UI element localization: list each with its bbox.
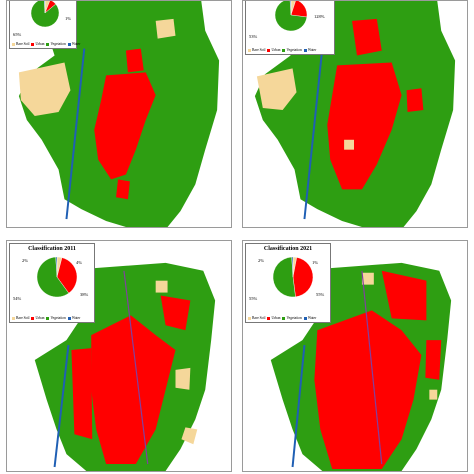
classification-map-1 <box>18 1 220 227</box>
map-panel-4: Classification 2021 2% 55% 1% 55% Bare S… <box>242 240 468 472</box>
legend-item-urban: Urban <box>31 316 44 320</box>
classification-map-3 <box>34 262 216 471</box>
inset-title-4: Classification 2021 <box>263 246 313 252</box>
legend-item-urban: Urban <box>267 316 280 320</box>
legend-item-vegetation: Vegetation <box>282 48 302 52</box>
bare-soil-west <box>256 68 297 111</box>
urban-east <box>406 88 424 113</box>
pie-label-3c: 38% <box>80 292 89 297</box>
bare-soil-east <box>429 389 438 400</box>
urban-core <box>314 310 422 469</box>
bare-soil-patch <box>155 18 176 39</box>
map-panel-2: 53% 128% 1% Bare Soil Urban Vegetation W… <box>242 0 468 228</box>
pie-label-2a: 53% <box>249 34 258 39</box>
pie-slice-vegetation <box>30 1 60 28</box>
pie-label-4c: 1% <box>312 260 318 265</box>
pie-inset-2: 53% 128% 1% Bare Soil Urban Vegetation W… <box>245 0 335 55</box>
pie-legend-3: Bare Soil Urban Vegetation Water <box>12 316 92 320</box>
urban-north <box>352 18 382 56</box>
pie-inset-4: Classification 2021 2% 55% 1% 55% Bare S… <box>245 243 331 323</box>
legend-item-water: Water <box>67 42 80 46</box>
legend-item-urban: Urban <box>31 42 44 46</box>
pie-label-4d: 55% <box>316 292 325 297</box>
legend-item-bare-soil: Bare Soil <box>12 42 29 46</box>
bare-soil-north <box>155 280 168 293</box>
pie-chart-4 <box>272 256 314 298</box>
river-line <box>65 48 86 220</box>
pie-slice-vegetation <box>274 1 308 32</box>
pie-slice-water <box>291 256 294 278</box>
legend-item-water: Water <box>303 316 316 320</box>
urban-east <box>425 340 442 380</box>
urban-north <box>381 270 427 321</box>
legend-item-urban: Urban <box>267 48 280 52</box>
bare-soil-patch <box>344 139 355 150</box>
bare-soil-west <box>18 62 71 116</box>
pie-slice-water <box>44 1 46 14</box>
pie-inset-3: Classification 2011 2% 54% 38% 4% Bare S… <box>9 243 95 323</box>
pie-slice-vegetation <box>272 256 296 298</box>
river-line <box>291 345 306 468</box>
urban-core <box>94 72 156 180</box>
bare-soil-south <box>181 427 198 445</box>
urban-core <box>91 315 176 465</box>
urban-west <box>71 348 93 440</box>
pie-inset-1: 65% 1% Bare Soil Urban Vegetation Water <box>9 1 80 49</box>
pie-chart-1 <box>30 1 60 28</box>
pie-legend-4: Bare Soil Urban Vegetation Water <box>248 316 328 320</box>
legend-item-water: Water <box>303 48 316 52</box>
map-panel-1: 65% 1% Bare Soil Urban Vegetation Water <box>6 0 232 228</box>
pie-slice-urban <box>292 257 314 298</box>
pie-legend-1: Bare Soil Urban Vegetation Water <box>12 42 80 46</box>
urban-north <box>160 295 191 331</box>
road-line <box>361 270 383 465</box>
legend-item-vegetation: Vegetation <box>46 316 66 320</box>
urban-core <box>327 62 402 190</box>
pie-chart-3 <box>36 256 78 298</box>
pie-label-2c: 1% <box>316 0 322 1</box>
classification-map-4 <box>270 262 452 471</box>
urban-sprawl <box>125 48 144 73</box>
pie-slice-vegetation <box>36 256 70 298</box>
classification-map-2 <box>254 1 456 227</box>
legend-item-vegetation: Vegetation <box>282 316 302 320</box>
bare-soil-north <box>361 272 374 285</box>
legend-item-bare-soil: Bare Soil <box>248 48 265 52</box>
legend-item-bare-soil: Bare Soil <box>12 316 29 320</box>
pie-slice-water <box>55 256 58 278</box>
pie-label-3d: 4% <box>76 260 82 265</box>
legend-item-water: Water <box>67 316 80 320</box>
pie-label-4b: 55% <box>249 296 258 301</box>
legend-item-bare-soil: Bare Soil <box>248 316 265 320</box>
pie-chart-2 <box>274 1 308 32</box>
pie-slice-water <box>289 1 292 16</box>
pie-label-3b: 54% <box>13 296 22 301</box>
inset-title-3: Classification 2011 <box>28 246 76 252</box>
pie-label-1a: 65% <box>13 32 22 37</box>
pie-label-1b: 1% <box>65 16 71 21</box>
pie-slice-urban <box>56 257 78 294</box>
river-line <box>303 48 324 220</box>
map-panel-3: Classification 2011 2% 54% 38% 4% Bare S… <box>6 240 232 472</box>
bare-soil-east <box>175 367 191 390</box>
urban-south <box>116 179 130 200</box>
pie-label-3a: 2% <box>22 258 28 263</box>
river-line <box>53 344 70 468</box>
pie-legend-2: Bare Soil Urban Vegetation Water <box>248 48 332 52</box>
road-line <box>123 270 149 465</box>
legend-item-vegetation: Vegetation <box>46 42 66 46</box>
pie-label-2b: 128% <box>314 14 325 19</box>
pie-label-4a: 2% <box>258 258 264 263</box>
pie-slice-bare-soil <box>290 1 296 16</box>
